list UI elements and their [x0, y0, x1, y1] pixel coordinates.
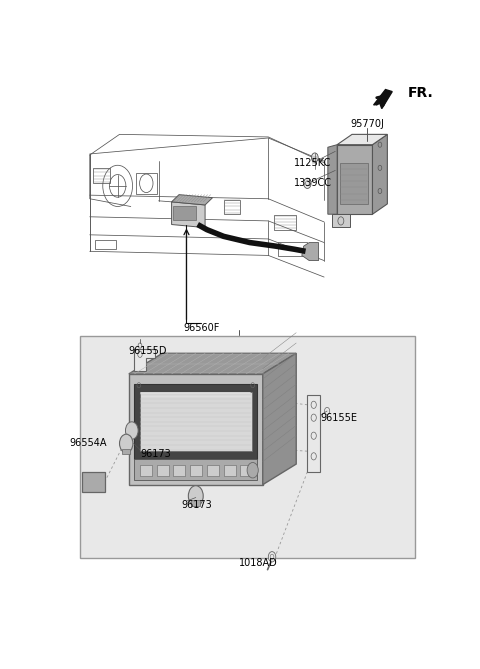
- Polygon shape: [129, 353, 296, 374]
- Text: 1125KC: 1125KC: [294, 158, 332, 168]
- Bar: [224, 200, 240, 214]
- Circle shape: [312, 153, 318, 162]
- Bar: [140, 464, 152, 476]
- Circle shape: [378, 189, 382, 193]
- Polygon shape: [337, 134, 387, 145]
- Text: 96560F: 96560F: [183, 322, 219, 332]
- Polygon shape: [140, 392, 252, 451]
- Bar: [122, 449, 130, 454]
- Polygon shape: [172, 202, 205, 227]
- Bar: [192, 500, 200, 506]
- Bar: [207, 464, 219, 476]
- Polygon shape: [129, 374, 263, 484]
- Bar: [240, 464, 252, 476]
- Text: 96173: 96173: [140, 449, 171, 459]
- Bar: [81, 337, 415, 558]
- Bar: [173, 464, 185, 476]
- Polygon shape: [332, 214, 350, 227]
- Bar: [136, 173, 156, 193]
- Circle shape: [247, 462, 258, 478]
- Text: 1339CC: 1339CC: [294, 179, 332, 188]
- Text: 95770J: 95770J: [350, 119, 384, 129]
- Text: 96155D: 96155D: [129, 346, 168, 356]
- Bar: [96, 240, 116, 250]
- Polygon shape: [134, 459, 257, 480]
- Circle shape: [304, 178, 311, 189]
- Text: 1018AD: 1018AD: [239, 558, 277, 568]
- Circle shape: [324, 407, 330, 415]
- Text: 96554A: 96554A: [69, 438, 107, 448]
- Polygon shape: [372, 134, 387, 214]
- Bar: [173, 206, 196, 220]
- Bar: [277, 242, 307, 256]
- Circle shape: [378, 142, 382, 147]
- Bar: [156, 464, 168, 476]
- Circle shape: [268, 552, 276, 562]
- Polygon shape: [172, 195, 213, 205]
- Polygon shape: [302, 243, 319, 261]
- Text: 96173: 96173: [181, 500, 212, 510]
- Polygon shape: [337, 145, 372, 214]
- Circle shape: [188, 486, 203, 506]
- Circle shape: [138, 343, 142, 348]
- Polygon shape: [134, 384, 257, 459]
- Bar: [340, 163, 368, 204]
- Polygon shape: [263, 353, 296, 484]
- Polygon shape: [373, 90, 392, 108]
- Bar: [274, 215, 296, 229]
- Text: 96155E: 96155E: [321, 413, 358, 423]
- Bar: [190, 464, 202, 476]
- Bar: [224, 464, 236, 476]
- Polygon shape: [134, 349, 155, 371]
- Bar: [94, 168, 110, 183]
- Circle shape: [125, 422, 138, 440]
- Text: FR.: FR.: [408, 86, 433, 100]
- Polygon shape: [83, 472, 105, 492]
- Circle shape: [378, 165, 382, 171]
- Circle shape: [120, 434, 133, 453]
- Polygon shape: [307, 395, 321, 472]
- Polygon shape: [328, 145, 337, 214]
